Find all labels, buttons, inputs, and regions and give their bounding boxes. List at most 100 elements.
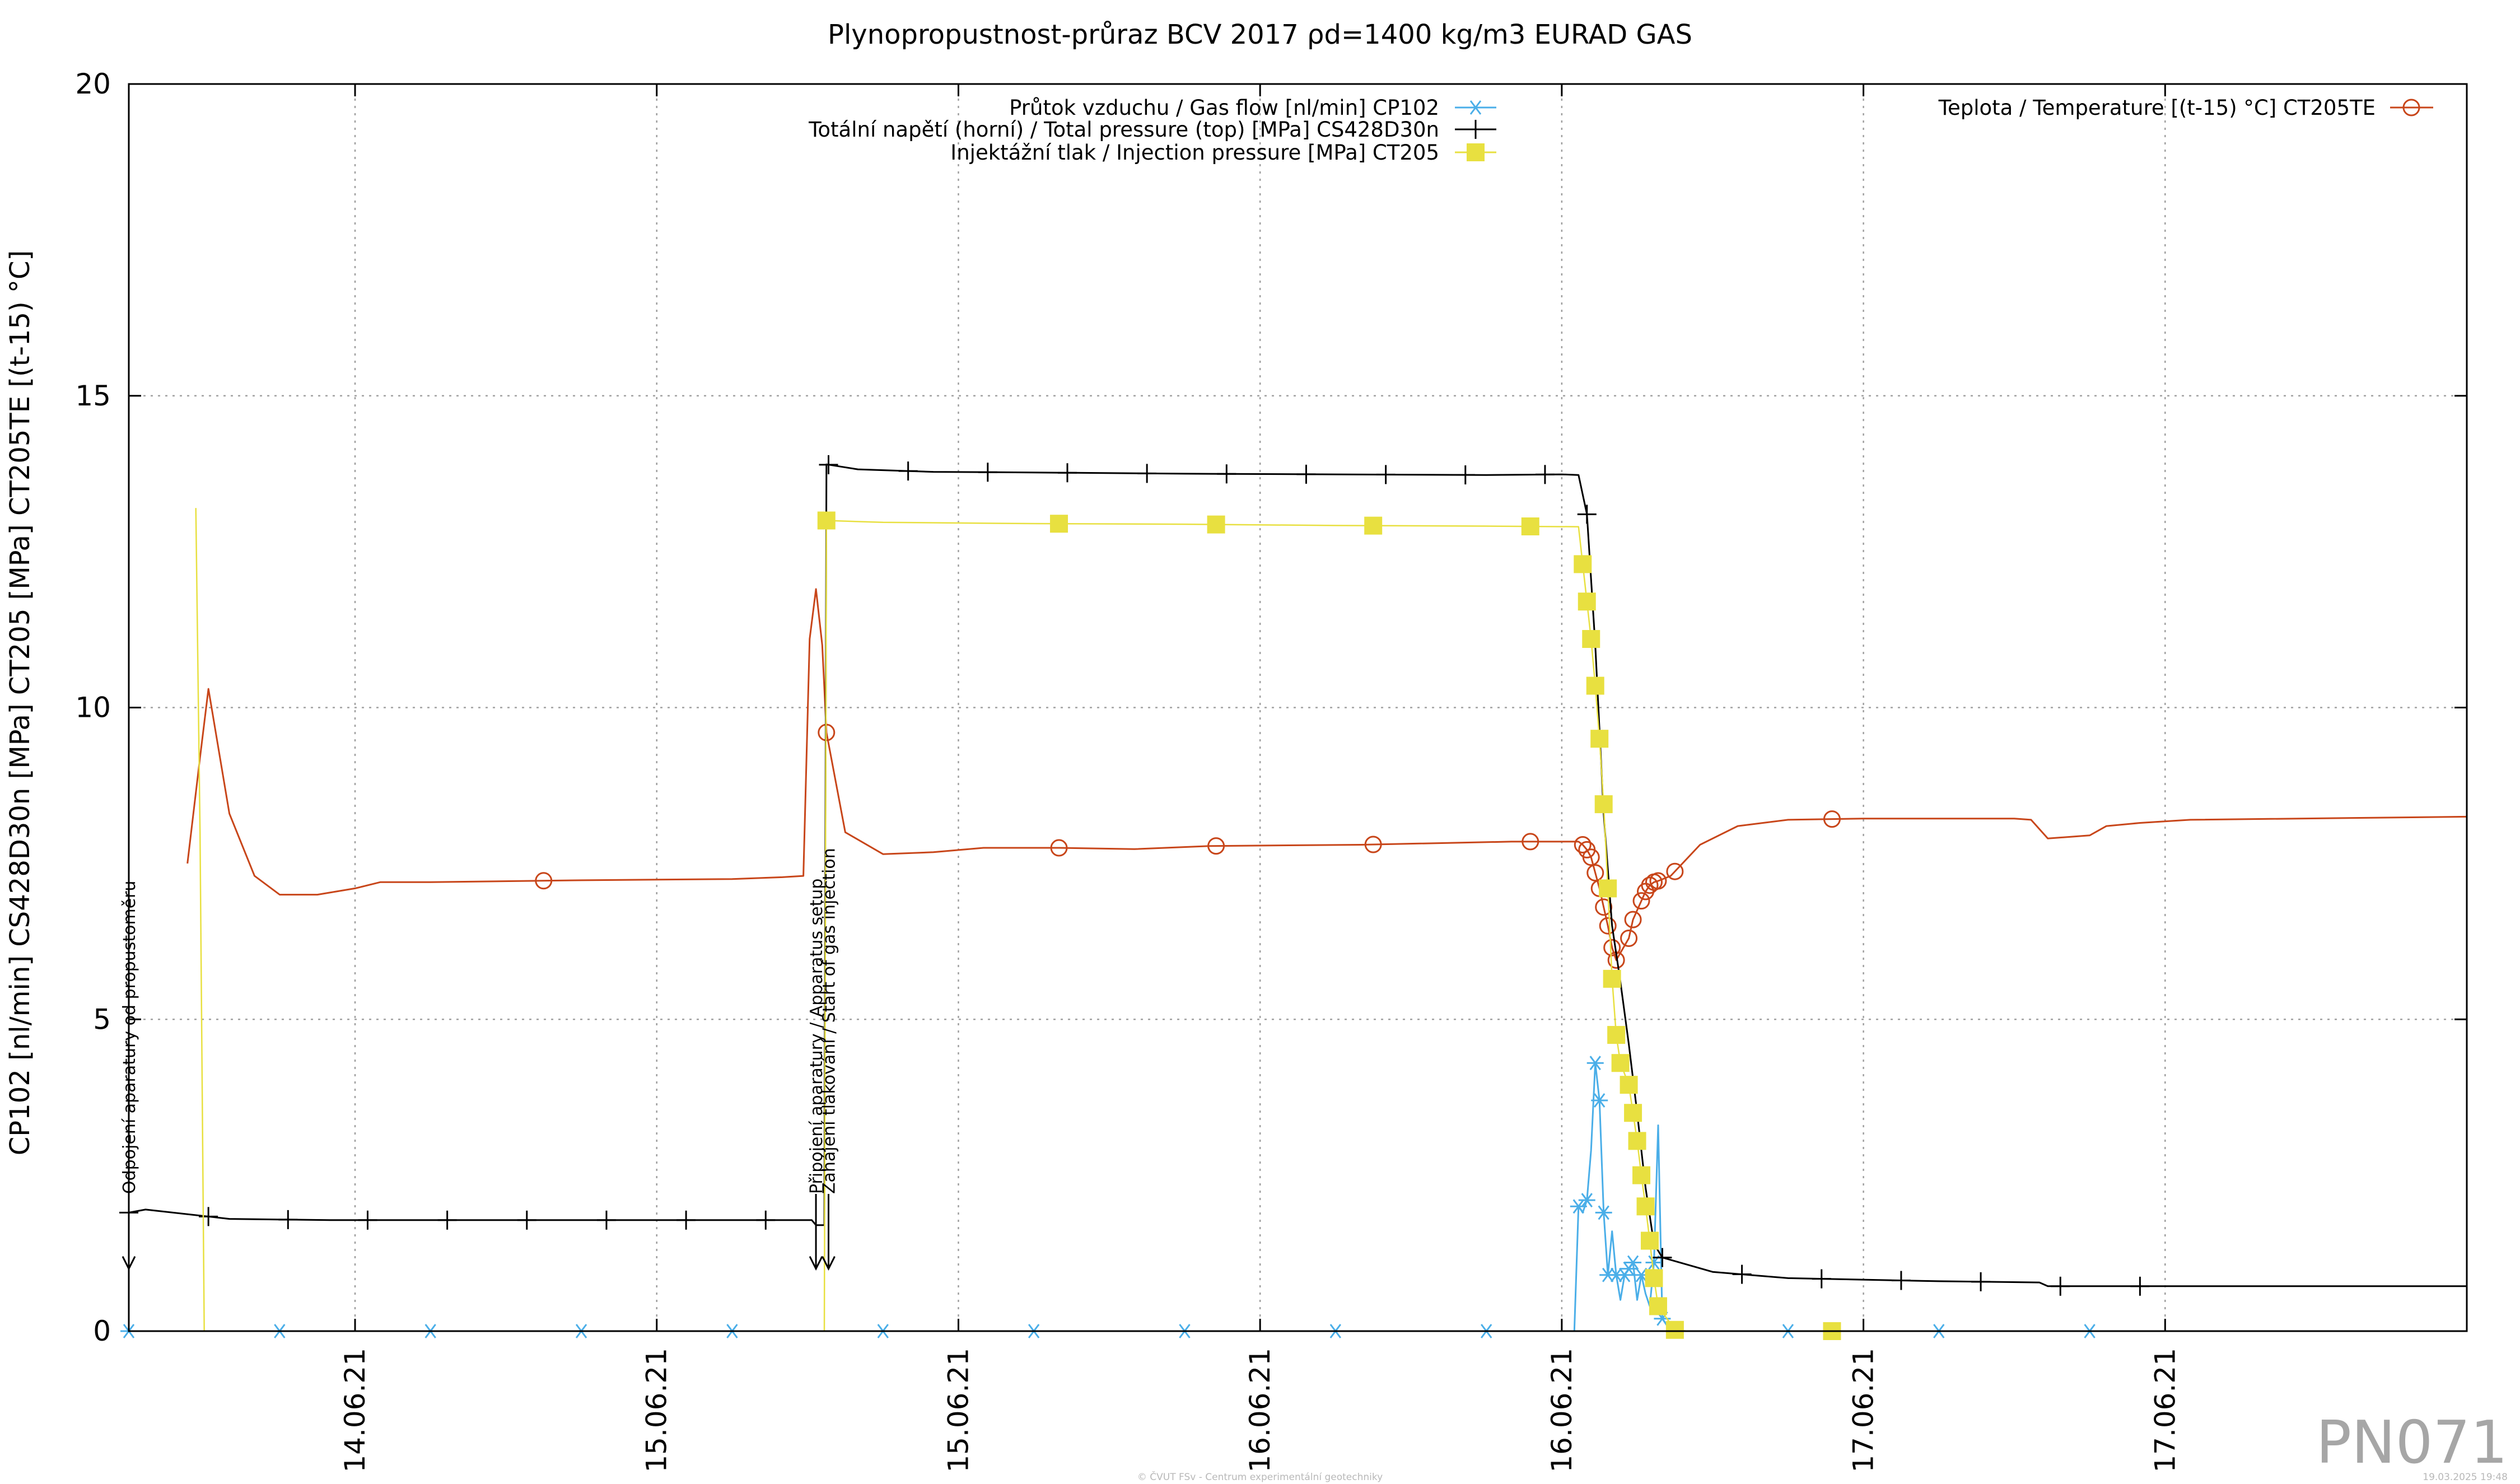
series-0-marker bbox=[1625, 1255, 1642, 1270]
series-1-line bbox=[128, 463, 2467, 1287]
x-axis: 14.06.21 15.06.21 15.06.21 16.06.21 16.06.21… bbox=[339, 84, 2181, 1473]
series-3-line bbox=[186, 588, 2467, 961]
series-2-marker bbox=[1628, 1132, 1646, 1150]
series-3-marker bbox=[1666, 862, 1684, 880]
y-tick-label: 10 bbox=[75, 692, 111, 724]
series-1-marker bbox=[2051, 1276, 2070, 1296]
legend-3-marker bbox=[2402, 99, 2420, 116]
series-1-marker bbox=[1376, 465, 1396, 484]
y-tick-label: 20 bbox=[75, 68, 111, 100]
footer-timestamp: 19.03.2025 19:48 bbox=[2423, 1472, 2508, 1483]
series-2-marker bbox=[1364, 516, 1383, 535]
annotation-label: Připojení aparatury / Apparatus setup bbox=[807, 879, 827, 1194]
series-layer bbox=[119, 455, 2467, 1340]
series-2-marker bbox=[1207, 515, 1225, 534]
series-1-marker bbox=[1057, 463, 1077, 483]
series-1-marker bbox=[756, 1210, 776, 1230]
series-1-marker bbox=[1732, 1264, 1752, 1284]
series-1-marker bbox=[1812, 1269, 1831, 1289]
y-axis-label: CP102 [nl/min] CS428D30n [MPa] CT205 [MP… bbox=[4, 250, 36, 1155]
series-2-marker bbox=[1574, 555, 1592, 573]
series-3-marker bbox=[1823, 810, 1841, 828]
series-0-marker bbox=[1586, 1056, 1604, 1071]
series-2-marker bbox=[1582, 630, 1600, 648]
legend-label: Teplota / Temperature [(t-15) °C] CT205T… bbox=[1938, 96, 2376, 120]
series-3-marker bbox=[1624, 911, 1642, 928]
series-1-marker bbox=[517, 1210, 536, 1230]
x-tick-label: 17.06.21 bbox=[2149, 1348, 2181, 1473]
series-1-marker bbox=[1217, 464, 1236, 484]
series-1-marker bbox=[819, 455, 838, 474]
x-tick-label: 14.06.21 bbox=[339, 1348, 371, 1473]
series-1-marker bbox=[1971, 1272, 1991, 1291]
series-3-marker bbox=[1574, 836, 1592, 853]
series-1-marker bbox=[358, 1210, 377, 1230]
series-1-marker bbox=[278, 1210, 298, 1229]
annotation-1: Připojení aparatury / Apparatus setup bbox=[807, 879, 827, 1271]
legend-item-1: Totální napětí (horní) / Total pressure … bbox=[808, 118, 1496, 142]
series-1-marker bbox=[1577, 505, 1597, 524]
series-0-marker bbox=[1595, 1205, 1612, 1220]
series-0-marker bbox=[1591, 1093, 1608, 1108]
series-3-marker bbox=[1364, 836, 1382, 853]
legend: Průtok vzduchu / Gas flow [nl/min] CP102… bbox=[808, 96, 2433, 165]
annotation-2: Zahájení tlakování / Start of gas inject… bbox=[820, 848, 839, 1271]
annotation-label: Zahájení tlakování / Start of gas inject… bbox=[820, 848, 839, 1194]
chart-title: Plynopropustnost-průraz BCV 2017 ρd=1400… bbox=[828, 19, 1692, 50]
series-2-marker bbox=[1594, 795, 1613, 814]
series-1-marker bbox=[1137, 464, 1157, 483]
series-2-marker bbox=[1050, 515, 1068, 533]
x-tick-label: 16.06.21 bbox=[1244, 1348, 1276, 1473]
series-0-marker bbox=[1578, 1193, 1595, 1208]
series-3-marker bbox=[1522, 833, 1539, 851]
series-2-marker bbox=[1636, 1197, 1655, 1216]
series-1-marker bbox=[2130, 1276, 2150, 1296]
series-2-marker bbox=[817, 511, 836, 530]
legend-item-0: Průtok vzduchu / Gas flow [nl/min] CP102 bbox=[1009, 96, 1496, 120]
y-tick-label: 15 bbox=[75, 380, 111, 412]
series-2-marker bbox=[1603, 969, 1621, 988]
series-1-marker bbox=[437, 1210, 457, 1230]
series-3-marker bbox=[1641, 876, 1659, 894]
series-2-marker bbox=[1624, 1104, 1642, 1122]
series-2-marker bbox=[1645, 1269, 1663, 1287]
footer-copyright: © ČVUT FSv - Centrum experimentální geot… bbox=[1137, 1471, 1383, 1483]
series-1-marker bbox=[1535, 465, 1555, 484]
legend-label: Průtok vzduchu / Gas flow [nl/min] CP102 bbox=[1009, 96, 1439, 120]
series-2-marker bbox=[1620, 1076, 1638, 1094]
series-3-marker bbox=[1632, 892, 1650, 910]
legend-item-3: Teplota / Temperature [(t-15) °C] CT205T… bbox=[1938, 96, 2433, 120]
series-2-marker bbox=[1649, 1297, 1667, 1315]
series-2-marker bbox=[1665, 1320, 1684, 1339]
series-3-marker bbox=[1599, 917, 1617, 935]
annotations: Odpojení aparatury od propustoměru Připoj… bbox=[120, 848, 839, 1271]
series-3-marker bbox=[1603, 939, 1621, 956]
watermark: PN071 bbox=[2316, 1408, 2508, 1477]
series-2-marker bbox=[1611, 1054, 1630, 1072]
legend-2-marker bbox=[1467, 143, 1485, 161]
series-1-marker bbox=[676, 1210, 696, 1230]
legend-1-marker bbox=[1466, 120, 1485, 139]
series-3-marker bbox=[535, 872, 553, 890]
series-1-marker bbox=[1653, 1248, 1672, 1267]
x-tick-label: 17.06.21 bbox=[1847, 1348, 1880, 1473]
series-1-marker bbox=[596, 1210, 616, 1230]
series-3-marker bbox=[1582, 848, 1600, 866]
series-2-marker bbox=[1632, 1166, 1651, 1184]
x-tick-label: 16.06.21 bbox=[1546, 1348, 1578, 1473]
series-2-line bbox=[195, 508, 2467, 1332]
y-tick-label: 0 bbox=[93, 1315, 111, 1347]
y-tick-label: 5 bbox=[93, 1003, 111, 1035]
series-2-marker bbox=[1599, 879, 1617, 898]
y-axis: 0 5 10 15 20 bbox=[75, 68, 2467, 1347]
series-2-marker bbox=[1640, 1231, 1659, 1250]
series-1-marker bbox=[199, 1207, 218, 1226]
x-tick-label: 15.06.21 bbox=[942, 1348, 974, 1473]
series-2-marker bbox=[1521, 517, 1539, 536]
series-0-marker bbox=[1570, 1199, 1587, 1214]
series-2-marker bbox=[1607, 1026, 1626, 1044]
legend-item-2: Injektážní tlak / Injection pressure [MP… bbox=[950, 141, 1496, 165]
series-1-marker bbox=[1296, 464, 1316, 484]
series-2-marker bbox=[1586, 676, 1604, 695]
